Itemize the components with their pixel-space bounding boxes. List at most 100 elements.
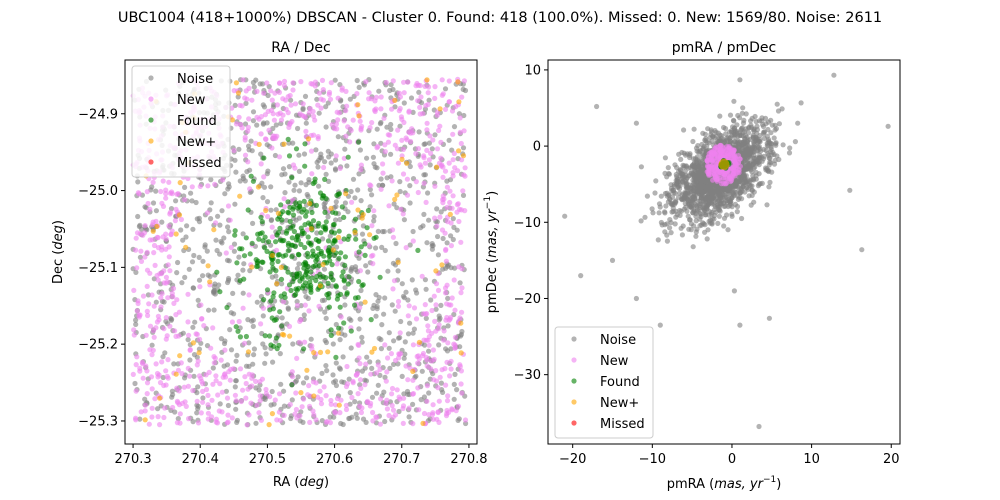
point-new xyxy=(143,363,149,369)
point-new xyxy=(441,337,447,343)
point-noise xyxy=(692,196,698,202)
point-new xyxy=(131,327,137,333)
point-found xyxy=(322,225,328,232)
point-new xyxy=(417,104,423,110)
panel-ra-dec-frame xyxy=(124,59,478,445)
point-new xyxy=(437,214,443,220)
point-new xyxy=(168,231,174,237)
point-noise xyxy=(370,305,376,311)
point-new xyxy=(216,408,222,414)
point-noise xyxy=(214,247,220,254)
point-noise xyxy=(706,140,712,146)
point-noise xyxy=(772,157,778,164)
point-new xyxy=(343,383,350,390)
point-noise xyxy=(240,267,246,273)
point-newplus xyxy=(157,395,163,401)
point-found xyxy=(294,287,300,293)
point-newplus xyxy=(433,268,439,274)
point-noise xyxy=(132,380,138,387)
point-found xyxy=(289,235,295,241)
point-new xyxy=(224,395,231,401)
point-new xyxy=(306,308,312,314)
point-new xyxy=(292,101,299,107)
point-noise xyxy=(435,233,441,240)
point-noise xyxy=(740,183,746,190)
point-noise xyxy=(169,316,175,322)
point-noise xyxy=(736,148,742,154)
point-new xyxy=(421,155,427,161)
point-noise xyxy=(232,157,238,163)
point-noise xyxy=(429,241,435,247)
point-new xyxy=(421,180,427,186)
point-found xyxy=(336,325,342,331)
point-noise xyxy=(240,231,246,237)
point-noise xyxy=(221,235,227,241)
point-noise xyxy=(314,230,320,236)
point-noise xyxy=(208,177,214,183)
point-noise xyxy=(363,263,369,269)
point-noise xyxy=(278,381,284,387)
point-noise xyxy=(175,416,181,422)
point-new xyxy=(454,209,460,215)
point-noise xyxy=(174,270,180,276)
point-newplus xyxy=(278,264,284,270)
point-newplus xyxy=(249,264,255,270)
point-noise xyxy=(388,126,394,132)
point-noise xyxy=(434,219,440,225)
point-noise xyxy=(691,178,698,184)
point-noise xyxy=(336,365,343,371)
point-noise xyxy=(422,277,428,283)
point-new xyxy=(446,317,452,323)
point-new xyxy=(320,97,326,103)
point-new xyxy=(147,206,153,212)
point-noise xyxy=(271,102,277,108)
point-noise xyxy=(228,310,234,316)
point-new xyxy=(276,409,282,415)
point-noise xyxy=(450,236,456,243)
point-new xyxy=(404,192,411,198)
point-noise xyxy=(379,322,385,328)
point-noise xyxy=(670,188,676,194)
point-new xyxy=(425,328,431,334)
point-found xyxy=(241,276,247,282)
point-noise xyxy=(211,307,217,313)
point-noise xyxy=(350,176,357,182)
point-noise xyxy=(719,188,725,194)
point-noise xyxy=(367,359,373,365)
point-noise xyxy=(300,105,306,111)
point-newplus xyxy=(460,153,467,159)
point-found xyxy=(247,251,253,257)
point-new xyxy=(401,395,407,401)
point-noise xyxy=(407,200,413,206)
point-newplus xyxy=(410,368,416,374)
point-new xyxy=(300,101,306,107)
point-new xyxy=(321,164,327,171)
point-noise xyxy=(150,200,157,206)
point-noise xyxy=(189,259,196,265)
point-found xyxy=(365,207,371,214)
point-noise xyxy=(653,178,659,184)
point-found xyxy=(217,289,223,295)
point-noise xyxy=(198,340,204,346)
point-noise xyxy=(787,145,793,151)
point-new xyxy=(459,309,465,315)
point-noise xyxy=(786,150,793,156)
point-newplus xyxy=(275,210,281,216)
point-new xyxy=(436,127,442,134)
point-noise xyxy=(709,220,715,226)
point-noise xyxy=(330,372,336,378)
point-new xyxy=(456,218,462,225)
point-noise xyxy=(756,171,762,177)
point-new xyxy=(292,411,298,417)
point-noise xyxy=(180,330,186,336)
point-new xyxy=(382,342,388,348)
point-noise xyxy=(732,134,738,140)
point-noise xyxy=(734,209,740,215)
point-noise xyxy=(402,351,408,357)
point-noise xyxy=(262,396,268,402)
point-new xyxy=(344,103,350,109)
point-new xyxy=(172,218,178,224)
point-found xyxy=(313,237,319,243)
point-new xyxy=(332,402,339,408)
point-new xyxy=(263,391,269,397)
